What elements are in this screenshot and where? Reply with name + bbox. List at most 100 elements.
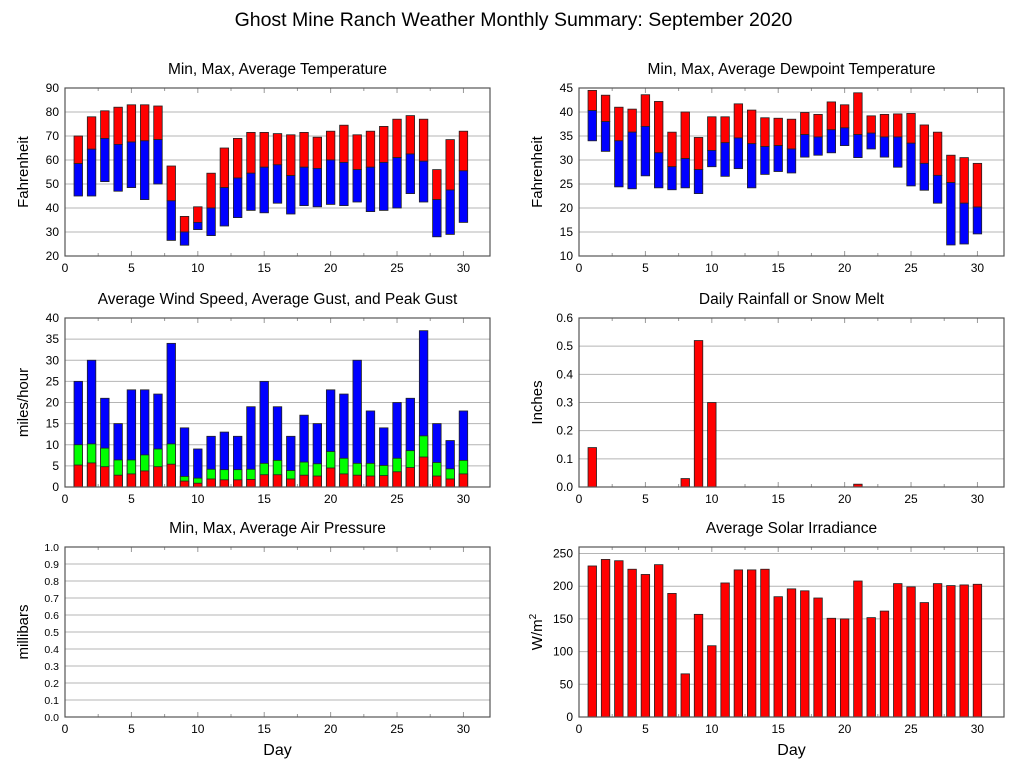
dewpoint-bar-min-segment — [680, 158, 690, 189]
dewpoint-bar-min-segment — [720, 142, 730, 177]
temperature-ytick-label: 90 — [46, 81, 60, 95]
dewpoint-ylabel: Fahrenheit — [529, 135, 546, 208]
wind-ytick-label: 15 — [46, 417, 60, 431]
wind-ytick-label: 5 — [52, 459, 59, 473]
dewpoint-bar-min-segment — [733, 137, 744, 170]
pressure-xtick-label: 10 — [191, 722, 205, 736]
solar-xlabel: Day — [777, 742, 805, 759]
temperature-bar-min-segment — [193, 221, 203, 230]
solar-bar — [693, 613, 704, 718]
dewpoint-bar-max-segment — [600, 94, 611, 122]
dewpoint-bar-max-segment — [667, 131, 677, 168]
temperature-bar-min-segment — [140, 140, 150, 201]
dewpoint-bar-min-segment — [972, 206, 983, 235]
temperature-ylabel: Fahrenheit — [15, 135, 32, 208]
rainfall-ylabel: Inches — [529, 380, 546, 424]
temperature-bar-max-segment — [179, 215, 190, 233]
temperature-bar-min-segment — [365, 166, 376, 212]
wind-xtick-label: 30 — [457, 492, 471, 506]
rainfall-bar — [693, 340, 704, 488]
solar-ylabel: W/m2 — [528, 613, 546, 650]
solar-bar — [654, 564, 664, 718]
dewpoint-bar-max-segment — [614, 106, 624, 142]
temperature-bar-min-segment — [179, 231, 190, 246]
temperature-bar-max-segment — [432, 169, 442, 201]
dewpoint-bar-max-segment — [932, 131, 943, 176]
dewpoint-bar-min-segment — [587, 110, 597, 142]
dewpoint-xtick-label: 30 — [971, 261, 985, 275]
pressure-ytick-label: 0.7 — [44, 593, 59, 605]
dewpoint-bar-max-segment — [839, 104, 850, 129]
rainfall-chart-title: Daily Rainfall or Snow Melt — [699, 291, 885, 308]
wind-bar-average-wind-speed — [73, 464, 83, 488]
pressure-ytick-label: 0.9 — [44, 559, 59, 571]
dewpoint-bar-max-segment — [893, 113, 903, 138]
wind-plot-frame — [64, 317, 491, 488]
temperature-bar-max-segment — [445, 139, 455, 191]
solar-bar — [839, 618, 850, 718]
wind-bar-average-wind-speed — [445, 478, 455, 488]
pressure-xtick-label: 15 — [258, 722, 272, 736]
wind-ytick-label: 10 — [46, 438, 60, 452]
dewpoint-bar-min-segment — [707, 149, 717, 168]
temperature-bar-min-segment — [432, 199, 442, 238]
wind-bar-average-wind-speed — [272, 474, 283, 488]
temperature-bar-min-segment — [86, 148, 97, 197]
temperature-bar-min-segment — [299, 166, 309, 206]
temperature-bar-max-segment — [126, 104, 137, 143]
dewpoint-bar-max-segment — [627, 108, 637, 133]
pressure-ytick-label: 1.0 — [44, 542, 59, 554]
pressure-xtick-label: 20 — [324, 722, 338, 736]
wind-ytick-label: 30 — [46, 353, 60, 367]
solar-ytick-label: 50 — [560, 677, 574, 691]
temperature-bar-min-segment — [379, 161, 389, 211]
wind-bar-average-wind-speed — [392, 471, 402, 488]
pressure-ytick-label: 0.5 — [44, 627, 59, 639]
rainfall-xtick-label: 30 — [971, 492, 985, 506]
temperature-ytick-label: 40 — [46, 201, 60, 215]
temperature-bar-min-segment — [418, 160, 429, 203]
dewpoint-bar-max-segment — [879, 114, 890, 138]
solar-bar — [826, 617, 836, 718]
rainfall-bar — [680, 478, 690, 488]
temperature-bar-max-segment — [166, 165, 176, 202]
temperature-bar-min-segment — [153, 139, 163, 185]
temperature-bar-max-segment — [193, 206, 203, 223]
dewpoint-bar-min-segment — [919, 162, 929, 191]
wind-bar-average-wind-speed — [113, 474, 123, 488]
dewpoint-bar-min-segment — [654, 152, 664, 189]
solar-bar — [760, 568, 770, 718]
temperature-bar-min-segment — [352, 169, 362, 203]
solar-bar — [800, 590, 810, 718]
solar-xtick-label: 5 — [642, 722, 649, 736]
wind-bar-average-wind-speed — [325, 467, 336, 488]
solar-bar — [853, 580, 863, 718]
solar-bar — [866, 617, 876, 718]
temperature-ytick-label: 60 — [46, 153, 60, 167]
dewpoint-bar-min-segment — [640, 126, 651, 177]
wind-ytick-label: 0 — [52, 480, 59, 494]
wind-bar-average-wind-speed — [86, 462, 97, 488]
wind-bar-average-wind-speed — [246, 478, 256, 488]
dewpoint-bar-min-segment — [760, 146, 770, 175]
dewpoint-bar-min-segment — [747, 143, 757, 189]
dewpoint-bar-max-segment — [773, 117, 783, 146]
temperature-bar-min-segment — [73, 163, 83, 197]
solar-bar — [919, 602, 929, 718]
temperature-bar-max-segment — [286, 134, 296, 177]
solar-bar — [747, 569, 757, 718]
dewpoint-bar-min-segment — [693, 169, 704, 195]
temperature-bar-max-segment — [365, 130, 376, 168]
temperature-ytick-label: 70 — [46, 129, 60, 143]
wind-bar-average-wind-speed — [405, 467, 415, 488]
dewpoint-xtick-label: 15 — [772, 261, 786, 275]
solar-bar — [773, 596, 783, 718]
dewpoint-ytick-label: 15 — [560, 225, 574, 239]
wind-bar-average-wind-speed — [339, 473, 349, 488]
rainfall-xtick-label: 25 — [904, 492, 918, 506]
rainfall-ytick-label: 0.3 — [556, 396, 573, 410]
dewpoint-ytick-label: 45 — [560, 81, 574, 95]
solar-bar — [720, 582, 730, 718]
wind-ylabel: miles/hour — [15, 368, 32, 437]
solar-bar — [614, 560, 624, 718]
